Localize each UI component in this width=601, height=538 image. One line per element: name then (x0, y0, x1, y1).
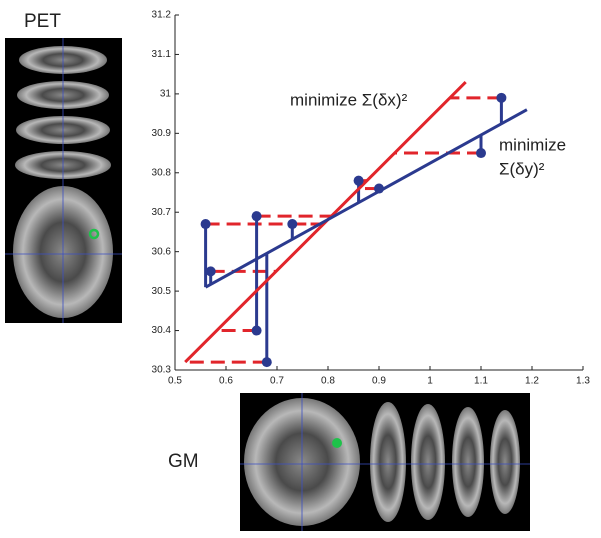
x-tick-label: 1 (427, 376, 433, 387)
y-tick-label: 30.6 (152, 246, 172, 257)
point (251, 325, 262, 336)
point (374, 183, 384, 194)
annotation: minimize (499, 135, 566, 154)
y-tick-label: 30.8 (152, 167, 172, 178)
y-tick-label: 30.7 (152, 207, 172, 218)
point (251, 211, 262, 222)
x-tick-label: 1.3 (576, 376, 590, 387)
point (476, 148, 486, 159)
x-tick-label: 0.7 (270, 376, 284, 387)
y-tick-label: 30.5 (152, 286, 172, 297)
x-tick-label: 0.9 (372, 376, 386, 387)
x-tick-label: 0.8 (321, 376, 335, 387)
y-tick-label: 30.3 (152, 365, 172, 376)
x-tick-label: 1.2 (525, 376, 539, 387)
pet-images (5, 38, 122, 323)
point (287, 219, 298, 230)
point (261, 357, 272, 368)
pet-label: PET (24, 11, 61, 32)
point (205, 266, 216, 277)
point (353, 175, 364, 186)
y-tick-label: 31 (160, 89, 172, 100)
fit-line (204, 108, 528, 289)
y-tick-label: 31.1 (152, 49, 172, 60)
gm-images (240, 393, 530, 531)
gm-label: GM (168, 451, 199, 472)
point (496, 92, 507, 103)
x-tick-label: 1.1 (474, 376, 488, 387)
y-tick-label: 30.4 (152, 325, 172, 336)
annotation: minimize Σ(δx)² (290, 90, 408, 109)
y-tick-label: 30.9 (152, 128, 172, 139)
point (200, 219, 211, 230)
x-tick-label: 0.5 (168, 376, 182, 387)
annotation: Σ(δy)² (499, 159, 545, 178)
y-tick-label: 31.2 (152, 10, 172, 21)
x-tick-label: 0.6 (219, 376, 233, 387)
